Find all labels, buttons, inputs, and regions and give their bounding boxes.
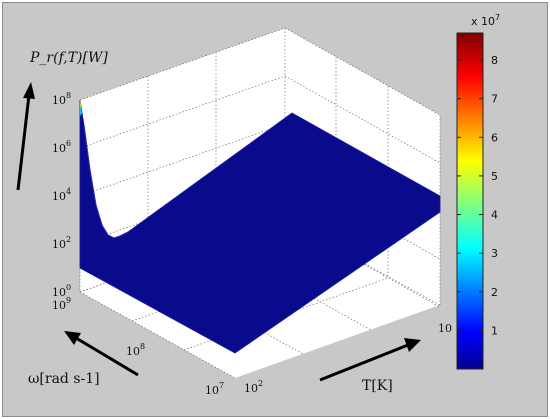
direction-arrows xyxy=(16,82,421,382)
z-tick-label: 104 xyxy=(52,187,71,203)
colorbar-ticks: 1 2 3 4 5 6 7 8 xyxy=(457,54,498,337)
colorbar-tick-label: 3 xyxy=(491,247,498,260)
colorbar-tick-label: 2 xyxy=(491,286,498,299)
surface-spike-yellow xyxy=(80,100,81,108)
omega-tick-label: 108 xyxy=(126,342,145,358)
T-axis-label: T[K] xyxy=(362,378,393,394)
surface-ridge xyxy=(83,124,129,239)
colorbar xyxy=(456,32,484,370)
colorbar-multiplier: x 107 xyxy=(471,13,500,28)
colorbar-tick-label: 8 xyxy=(491,54,498,67)
z-tick-label: 106 xyxy=(52,139,71,155)
colorbar-tick-label: 6 xyxy=(491,131,498,144)
colorbar-tick-label: 1 xyxy=(491,324,498,337)
T-tick-label: 10 xyxy=(438,322,452,335)
omega-direction-arrow xyxy=(75,336,139,377)
z-axis-label: P_r(f,T)[W] xyxy=(29,50,108,66)
T-ticks: 102 10 xyxy=(244,322,452,395)
z-arrowhead xyxy=(23,82,35,99)
colorbar-tick-label: 7 xyxy=(491,93,498,106)
colorbar-tick-label: 4 xyxy=(491,209,498,222)
colorbar-tick-label: 5 xyxy=(491,170,498,183)
omega-axis-label: ω[rad s-1] xyxy=(28,371,100,387)
z-direction-arrow xyxy=(16,94,31,191)
omega-tick-label: 107 xyxy=(205,381,224,397)
z-tick-label: 100 xyxy=(52,283,71,299)
T-direction-arrow xyxy=(319,343,409,382)
omega-arrowhead xyxy=(64,331,81,345)
T-tick-label: 102 xyxy=(244,379,263,395)
z-ticks: 108 106 104 102 100 xyxy=(52,91,71,299)
z-tick-label: 108 xyxy=(52,91,71,107)
z-tick-label: 102 xyxy=(52,235,71,251)
omega-tick-label: 109 xyxy=(52,296,71,312)
omega-ticks: 109 108 107 xyxy=(52,296,224,397)
T-arrowhead xyxy=(404,338,421,352)
